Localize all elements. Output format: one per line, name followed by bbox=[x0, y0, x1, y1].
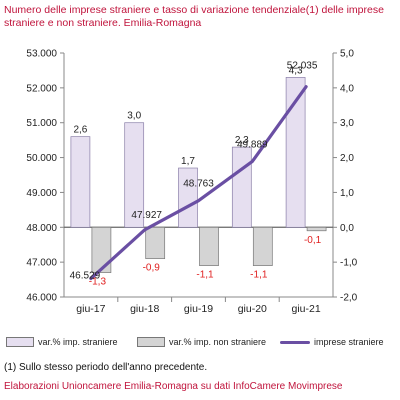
footnote: (1) Sullo stesso periodo dell'anno prece… bbox=[4, 362, 208, 373]
legend: var.% imp. straniere var.% imp. non stra… bbox=[4, 334, 396, 352]
bar-label-nonforeign-pct: -1,1 bbox=[196, 270, 214, 281]
category-label: giu-17 bbox=[76, 303, 105, 315]
bar-foreign-pct bbox=[178, 167, 198, 228]
left-tick-label: 49.000 bbox=[26, 188, 57, 199]
right-tick-label: 5,0 bbox=[340, 49, 354, 60]
legend-item-foreign-pct: var.% imp. straniere bbox=[6, 337, 118, 347]
source-note: Elaborazioni Unioncamere Emilia-Romagna … bbox=[4, 381, 343, 392]
bar-foreign-pct bbox=[124, 122, 145, 228]
bar-label-nonforeign-pct: -1,3 bbox=[89, 277, 107, 288]
left-tick-label: 53.000 bbox=[26, 49, 57, 60]
chart-title: Numero delle imprese straniere e tasso d… bbox=[4, 4, 384, 29]
legend-label-nonforeign-pct: var.% imp. non straniere bbox=[169, 337, 267, 347]
bar-foreign-pct bbox=[285, 77, 306, 228]
line-label-foreign-count: 46.529 bbox=[70, 271, 101, 282]
legend-swatch-nonforeign-pct bbox=[137, 337, 165, 347]
legend-label-foreign-count: imprese straniere bbox=[314, 337, 384, 347]
right-tick-label: -2,0 bbox=[340, 293, 358, 304]
right-tick-label: 0,0 bbox=[340, 223, 354, 234]
line-label-foreign-count: 47.927 bbox=[131, 210, 162, 221]
line-foreign-count bbox=[89, 85, 308, 281]
bar-nonforeign-pct bbox=[306, 226, 327, 232]
line-label-foreign-count: 49.889 bbox=[237, 139, 268, 150]
right-tick-label: 2,0 bbox=[340, 153, 354, 164]
bar-nonforeign-pct bbox=[199, 226, 219, 266]
right-tick-label: 1,0 bbox=[340, 188, 354, 199]
bar-label-nonforeign-pct: -0,1 bbox=[304, 235, 322, 246]
bar-label-nonforeign-pct: -0,9 bbox=[143, 263, 161, 274]
right-tick-label: -1,0 bbox=[340, 258, 358, 269]
bar-nonforeign-pct bbox=[252, 226, 273, 266]
legend-label-foreign-pct: var.% imp. straniere bbox=[38, 337, 118, 347]
left-tick-label: 48.000 bbox=[26, 223, 57, 234]
legend-swatch-foreign-count bbox=[280, 340, 310, 344]
bar-foreign-pct bbox=[231, 146, 252, 228]
left-tick-label: 47.000 bbox=[26, 258, 57, 269]
bar-nonforeign-pct bbox=[91, 226, 112, 273]
bar-label-foreign-pct: 4,3 bbox=[289, 65, 303, 76]
left-tick-label: 50.000 bbox=[26, 153, 57, 164]
line-label-foreign-count: 48.763 bbox=[183, 179, 214, 190]
bar-label-foreign-pct: 3,0 bbox=[127, 111, 141, 122]
bar-label-foreign-pct: 2,6 bbox=[73, 125, 87, 136]
left-tick-label: 46.000 bbox=[26, 293, 57, 304]
right-tick-label: 3,0 bbox=[340, 118, 354, 129]
bar-label-nonforeign-pct: -1,1 bbox=[250, 270, 268, 281]
right-tick-label: 4,0 bbox=[340, 83, 354, 94]
legend-item-nonforeign-pct: var.% imp. non straniere bbox=[137, 337, 266, 347]
left-tick-label: 51.000 bbox=[26, 118, 57, 129]
category-label: giu-21 bbox=[291, 303, 320, 315]
legend-item-foreign-count: imprese straniere bbox=[280, 337, 384, 347]
line-label-foreign-count: 52.035 bbox=[287, 61, 318, 72]
category-label: giu-19 bbox=[184, 303, 213, 315]
legend-swatch-foreign-pct bbox=[6, 337, 34, 347]
category-label: giu-18 bbox=[130, 303, 159, 315]
left-tick-label: 52.000 bbox=[26, 83, 57, 94]
bar-label-foreign-pct: 1,7 bbox=[181, 156, 195, 167]
category-label: giu-20 bbox=[238, 303, 267, 315]
bar-foreign-pct bbox=[70, 136, 91, 228]
bar-nonforeign-pct bbox=[145, 226, 166, 260]
bar-label-foreign-pct: 2,3 bbox=[235, 135, 249, 146]
